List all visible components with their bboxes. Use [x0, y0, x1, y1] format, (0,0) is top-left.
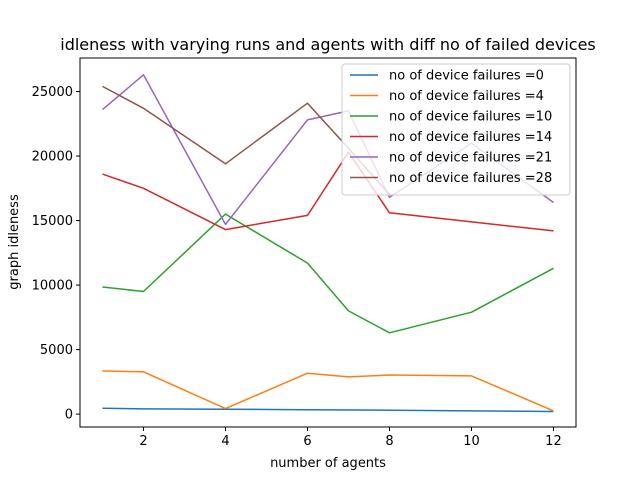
legend-label-4: no of device failures =21: [389, 151, 552, 166]
y-tick-label: 15000: [32, 214, 73, 229]
y-axis: 0 5000 10000 15000 20000 25000: [32, 85, 80, 423]
y-tick-label: 0: [65, 408, 73, 423]
chart-title: idleness with varying runs and agents wi…: [60, 35, 596, 54]
y-tick-label: 10000: [32, 279, 73, 294]
x-axis-label: number of agents: [270, 456, 386, 471]
legend-box: [341, 63, 571, 196]
y-tick-label: 5000: [40, 343, 73, 358]
x-axis: 2 4 6 8 10 12: [139, 427, 562, 449]
series-line-1: [102, 370, 554, 412]
series-line-2: [102, 213, 554, 334]
x-tick-label: 10: [463, 434, 480, 449]
legend-label-5: no of device failures =28: [389, 171, 552, 186]
x-tick-label: 8: [385, 434, 393, 449]
legend-label-2: no of device failures =10: [389, 110, 552, 125]
legend-label-3: no of device failures =14: [389, 130, 552, 145]
plot-frame: [79, 57, 577, 428]
y-tick-label: 20000: [32, 150, 73, 165]
series-line-3: [102, 151, 554, 232]
series-line-0: [102, 407, 554, 413]
y-axis-label: graph idleness: [7, 194, 22, 290]
legend: no of device failures =0 no of device fai…: [341, 63, 571, 196]
x-tick-label: 2: [139, 434, 147, 449]
legend-label-1: no of device failures =4: [389, 89, 544, 104]
x-tick-label: 6: [303, 434, 311, 449]
y-tick-label: 25000: [32, 85, 73, 100]
legend-label-0: no of device failures =0: [389, 69, 544, 84]
x-tick-label: 12: [545, 434, 562, 449]
x-tick-label: 4: [221, 434, 229, 449]
